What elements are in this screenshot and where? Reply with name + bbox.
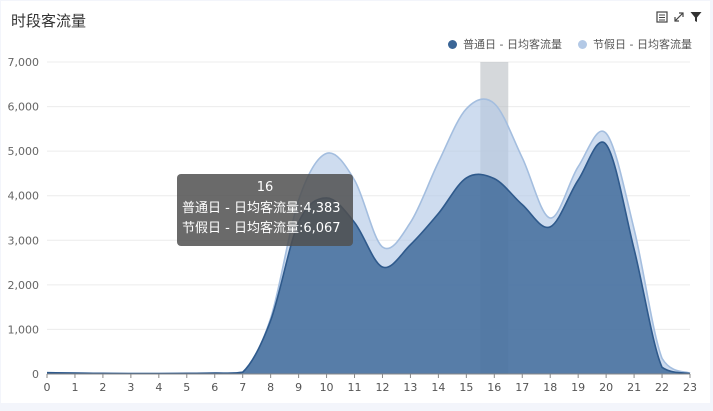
y-tick-label: 0 — [32, 368, 39, 381]
y-tick-label: 1,000 — [8, 323, 40, 336]
x-tick-label: 18 — [543, 381, 557, 394]
x-tick-label: 21 — [627, 381, 641, 394]
x-tick-label: 15 — [459, 381, 473, 394]
x-tick-label: 9 — [295, 381, 302, 394]
legend-marker-series-1 — [448, 39, 458, 49]
x-tick-label: 2 — [99, 381, 106, 394]
chart-title: 时段客流量 — [11, 12, 87, 30]
x-tick-label: 1 — [71, 381, 78, 394]
y-tick-label: 5,000 — [8, 145, 40, 158]
x-tick-label: 11 — [348, 381, 362, 394]
x-tick-label: 6 — [211, 381, 218, 394]
chart-legend: 普通日 - 日均客流量 节假日 - 日均客流量 — [448, 36, 692, 52]
legend-label-series-1: 普通日 - 日均客流量 — [463, 38, 563, 51]
hover-tooltip: 16 普通日 - 日均客流量:4,383 节假日 - 日均客流量:6,067 — [177, 174, 353, 246]
legend-marker-series-2 — [578, 39, 588, 49]
x-tick-label: 14 — [431, 381, 445, 394]
x-tick-label: 19 — [571, 381, 585, 394]
x-tick-label: 17 — [515, 381, 529, 394]
y-tick-label: 3,000 — [8, 234, 40, 247]
x-tick-label: 12 — [375, 381, 389, 394]
legend-item-series-2[interactable]: 节假日 - 日均客流量 — [578, 36, 692, 52]
x-tick-label: 3 — [127, 381, 134, 394]
x-tick-label: 7 — [239, 381, 246, 394]
tooltip-line-series-1: 普通日 - 日均客流量:4,383 — [182, 201, 341, 216]
tooltip-line-series-2: 节假日 - 日均客流量:6,067 — [182, 221, 341, 236]
x-tick-label: 13 — [403, 381, 417, 394]
tooltip-category: 16 — [256, 180, 274, 195]
legend-item-series-1[interactable]: 普通日 - 日均客流量 — [448, 36, 562, 52]
x-tick-label: 8 — [267, 381, 274, 394]
filter-icon[interactable] — [689, 10, 702, 23]
chart-toolbar — [655, 10, 702, 23]
y-tick-label: 7,000 — [8, 56, 40, 69]
x-tick-label: 10 — [320, 381, 334, 394]
x-tick-label: 4 — [155, 381, 162, 394]
x-tick-label: 5 — [183, 381, 190, 394]
x-tick-label: 20 — [599, 381, 613, 394]
x-tick-label: 0 — [44, 381, 51, 394]
x-tick-label: 16 — [487, 381, 501, 394]
x-tick-label: 23 — [683, 381, 697, 394]
zoom-icon[interactable] — [672, 10, 685, 23]
y-tick-label: 4,000 — [8, 190, 40, 203]
legend-label-series-2: 节假日 - 日均客流量 — [593, 38, 692, 51]
series-1-area — [47, 142, 690, 374]
data-view-icon[interactable] — [655, 10, 668, 23]
y-tick-label: 6,000 — [8, 101, 40, 114]
y-tick-label: 2,000 — [8, 279, 40, 292]
x-tick-label: 22 — [655, 381, 669, 394]
